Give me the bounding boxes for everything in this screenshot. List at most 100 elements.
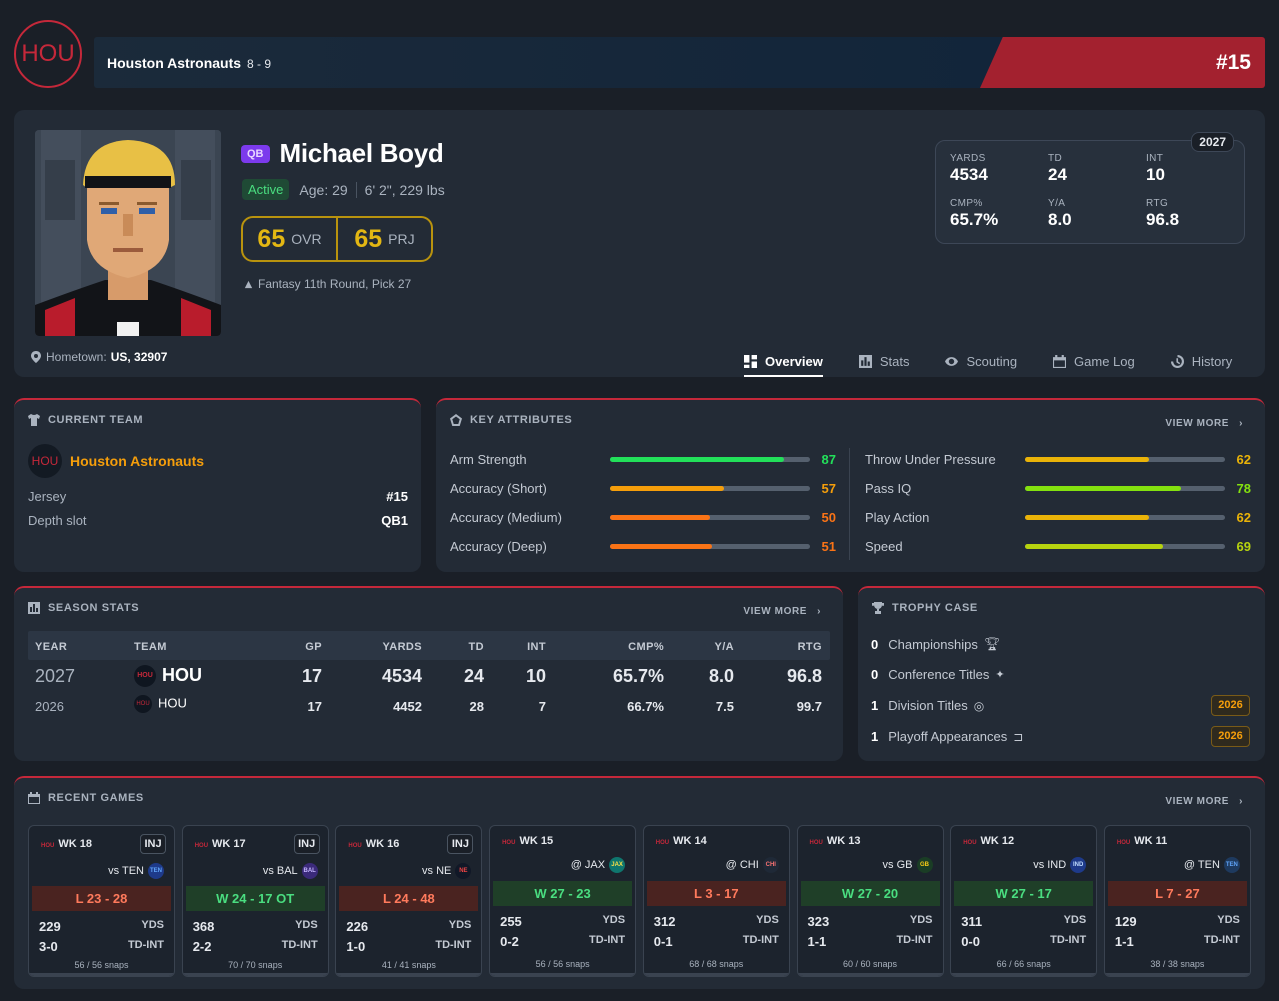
- game-card[interactable]: HOU WK 17 INJ vs BAL BAL W 24 - 17 OT 368 YDS 2-…: [181, 825, 329, 977]
- game-card[interactable]: HOU WK 16 INJ vs NE NE L 24 - 48 226 YDS 1-0 TD-I…: [335, 825, 483, 977]
- tab-scouting[interactable]: Scouting: [945, 345, 1017, 377]
- opponent: @ JAX JAX: [570, 857, 626, 873]
- cell-ya: 7.5: [715, 699, 734, 714]
- attributes-view-more[interactable]: VIEW MORE ›: [1165, 418, 1243, 429]
- attribute-name: Throw Under Pressure: [865, 451, 996, 467]
- trophy-label: Playoff Appearances: [888, 729, 1008, 744]
- opponent-label: vs IND: [1033, 859, 1067, 871]
- attribute-name: Arm Strength: [450, 451, 527, 467]
- recent-games-view-more[interactable]: VIEW MORE ›: [1165, 796, 1243, 807]
- view-more-label: VIEW MORE: [743, 606, 808, 617]
- yards-value: 311: [961, 914, 983, 929]
- game-card[interactable]: HOU WK 11 @ TEN TEN L 7 - 27 129 YDS 1-1 TD-INT 3…: [1103, 825, 1251, 977]
- attribute-name: Accuracy (Deep): [450, 538, 547, 554]
- shirt-icon: [28, 414, 40, 426]
- attribute-value: 78: [1236, 480, 1251, 496]
- team-logo[interactable]: HOU: [14, 20, 82, 88]
- current-team-row[interactable]: HOU Houston Astronauts: [28, 444, 204, 478]
- attribute-bar-fill: [1025, 514, 1149, 520]
- table-row[interactable]: 2026 HOU HOU 17 4452 28 7 66.7% 7.5 99.7: [28, 694, 830, 716]
- game-card[interactable]: HOU WK 12 vs IND IND W 27 - 17 311 YDS 0-0 TD-IN…: [950, 825, 1098, 977]
- team-name-text[interactable]: Houston Astronauts: [107, 55, 242, 71]
- cell-ya: 8.0: [708, 666, 734, 686]
- yards-row: 312 YDS: [654, 914, 779, 929]
- game-week: HOU WK 18: [41, 838, 92, 850]
- attribute-bar: [1025, 514, 1225, 520]
- td-int-row: 1-1 TD-INT: [1115, 934, 1240, 949]
- opponent: vs TEN TEN: [108, 863, 164, 879]
- attribute-name: Accuracy (Medium): [450, 509, 562, 525]
- td-int-label: TD-INT: [896, 934, 933, 946]
- week-label: WK 12: [980, 835, 1015, 847]
- td-int-row: 1-1 TD-INT: [808, 934, 933, 949]
- trophy-championships: 0 Championships 🏆︎: [871, 636, 1000, 652]
- column-header: CMP%: [628, 641, 664, 653]
- column-header: YARDS: [382, 641, 422, 653]
- trophy-label: Division Titles: [888, 698, 968, 713]
- summary-int: INT 10: [1146, 153, 1165, 185]
- cell-yards: 4452: [393, 699, 422, 714]
- card-bottom-bar: [336, 973, 482, 976]
- attribute-value: 87: [821, 451, 836, 467]
- recent-games-header: RECENT GAMES: [28, 792, 144, 804]
- td-int-label: TD-INT: [435, 939, 472, 951]
- attribute-value: 62: [1236, 509, 1251, 525]
- yards-value: 129: [1114, 914, 1137, 929]
- game-card[interactable]: HOU WK 18 INJ vs TEN TEN L 23 - 28 229 YDS 3-0 TD…: [28, 825, 175, 977]
- game-result: W 27 - 17: [954, 881, 1094, 906]
- trophy-icon: 🏆︎: [983, 636, 1001, 651]
- current-team-name[interactable]: Houston Astronauts: [70, 453, 205, 469]
- game-card[interactable]: HOU WK 14 @ CHI CHI L 3 - 17 312 YDS 0-1 TD-INT 6…: [642, 825, 790, 977]
- week-label: WK 14: [673, 835, 707, 847]
- attribute-row: Accuracy (Deep) 51: [450, 538, 836, 554]
- tab-label: Game Log: [1074, 353, 1135, 369]
- tab-history[interactable]: History: [1170, 345, 1232, 377]
- division-year-badge[interactable]: 2026: [1211, 695, 1250, 716]
- section-title: SEASON STATS: [48, 602, 140, 614]
- jersey-label: Jersey: [28, 489, 67, 504]
- opponent-label: vs GB: [882, 859, 913, 871]
- trophy-count: 1: [871, 729, 879, 744]
- calendar-icon: [28, 792, 40, 804]
- yards-value: 312: [653, 914, 676, 929]
- trophy-conference: 0 Conference Titles ✦: [871, 667, 1005, 682]
- trophy-count: 0: [871, 636, 879, 652]
- opponent-label: @ JAX: [570, 859, 606, 871]
- team-logo-small: HOU: [28, 444, 62, 478]
- team-name[interactable]: Houston Astronauts 8 - 9: [107, 55, 271, 71]
- section-title: KEY ATTRIBUTES: [470, 414, 573, 426]
- game-card[interactable]: HOU WK 13 vs GB GB W 27 - 20 323 YDS 1-1 TD-INT 6…: [796, 825, 944, 977]
- playoff-year-badge[interactable]: 2026: [1211, 726, 1250, 747]
- yards-row: 129 YDS: [1115, 914, 1240, 929]
- week-label: WK 15: [519, 835, 554, 847]
- opponent-label: vs TEN: [108, 865, 144, 877]
- tab-overview[interactable]: Overview: [744, 345, 823, 377]
- yards-row: 323 YDS: [808, 914, 933, 929]
- yards-label: YDS: [756, 914, 779, 926]
- view-more-label: VIEW MORE: [1165, 796, 1230, 807]
- td-int-label: TD-INT: [742, 934, 779, 946]
- yards-row: 311 YDS: [961, 914, 1086, 929]
- column-header: TD: [468, 641, 484, 653]
- game-card[interactable]: HOU WK 15 @ JAX JAX W 27 - 23 255 YDS 0-2 TD-INT…: [489, 825, 637, 977]
- yards-row: 229 YDS: [39, 919, 164, 934]
- draft-icon: [244, 280, 253, 288]
- attribute-name: Accuracy (Short): [450, 480, 547, 496]
- stat-value: 4534: [950, 165, 988, 184]
- yards-label: YDS: [1217, 914, 1240, 926]
- table-row[interactable]: 2027 HOU HOU 17 4534 24 10 65.7% 8.0 96.8: [28, 663, 830, 688]
- trophy-case-header: TROPHY CASE: [872, 602, 978, 614]
- trophy-case-card: TROPHY CASE: [858, 586, 1265, 761]
- game-result: W 27 - 20: [800, 881, 940, 906]
- tab-stats[interactable]: Stats: [858, 345, 909, 377]
- stat-value: 24: [1048, 165, 1067, 184]
- snap-count: 56 / 56 snaps: [535, 959, 590, 969]
- team-logo-mini: HOU: [655, 840, 670, 846]
- tab-game-log[interactable]: Game Log: [1053, 345, 1135, 377]
- yards-label: YDS: [295, 919, 318, 931]
- location-pin-icon: [31, 351, 41, 363]
- game-result: L 24 - 48: [339, 886, 479, 911]
- season-stats-view-more[interactable]: VIEW MORE ›: [743, 606, 821, 617]
- player-age: Age: 29: [299, 181, 357, 198]
- game-result: L 3 - 17: [646, 881, 786, 906]
